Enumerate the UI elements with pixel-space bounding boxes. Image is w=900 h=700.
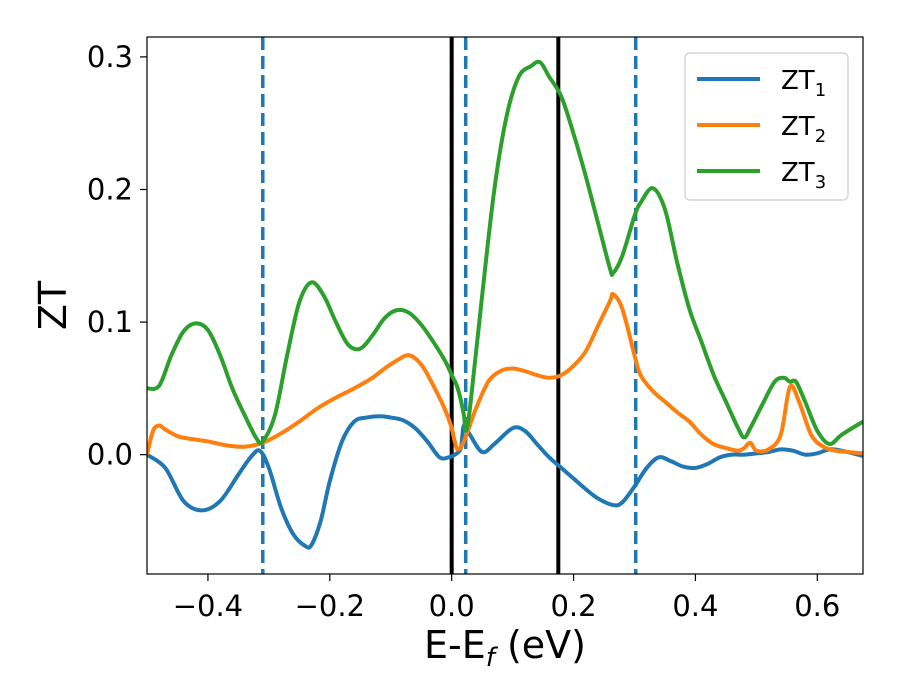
legend-item: ZT1 [697, 66, 826, 101]
legend-label: ZT2 [781, 112, 826, 147]
x-tick-label: 0.4 [672, 589, 718, 623]
x-tick-label: −0.4 [173, 589, 243, 623]
series-line-ZT3 [147, 59, 863, 447]
y-tick-label: 0.3 [87, 40, 133, 74]
x-tick-label: 0.6 [794, 589, 840, 623]
y-tick-label: 0.1 [87, 305, 133, 339]
legend-box [684, 52, 849, 201]
y-tick-label: 0.0 [87, 438, 133, 472]
legend-item: ZT3 [697, 158, 826, 193]
y-axis-ticks: 0.0 0.1 0.2 0.3 [87, 40, 147, 472]
x-axis-ticks: −0.4 −0.2 0.0 0.2 0.4 0.6 [173, 574, 840, 623]
x-tick-label: −0.2 [295, 589, 365, 623]
series-line-ZT2 [147, 291, 863, 456]
series-lines [147, 59, 863, 550]
legend-label: ZT3 [781, 158, 826, 193]
legend: ZT1 ZT2 ZT3 [684, 52, 849, 201]
x-tick-label: 0.0 [429, 589, 475, 623]
legend-item: ZT2 [697, 112, 826, 147]
y-axis-title: ZT [31, 280, 75, 330]
reference-lines [261, 37, 638, 574]
y-tick-label: 0.2 [87, 172, 133, 206]
x-tick-label: 0.2 [550, 589, 596, 623]
series-line-ZT1 [147, 414, 863, 550]
legend-label: ZT1 [781, 66, 826, 101]
plot-frame [146, 36, 864, 575]
x-axis-title: E-Ef (eV) [424, 623, 586, 673]
